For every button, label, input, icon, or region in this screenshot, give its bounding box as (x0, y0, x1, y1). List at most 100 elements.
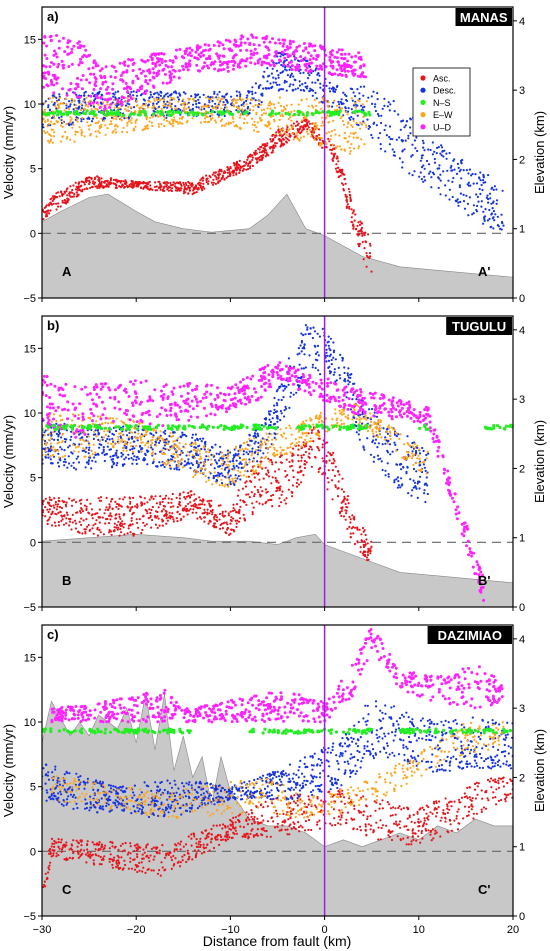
data-point-ew (352, 147, 356, 150)
data-point-desc (339, 377, 342, 380)
data-point-asc (359, 546, 362, 549)
data-point-asc (362, 543, 365, 547)
data-point-asc (194, 184, 198, 187)
data-point-ud (44, 77, 48, 80)
data-point-desc (127, 457, 130, 460)
data-point-desc (276, 55, 279, 58)
data-point-ew (166, 119, 169, 122)
data-point-asc (55, 196, 58, 199)
data-point-ew (182, 106, 186, 109)
data-point-ew (177, 100, 180, 103)
data-point-ew (250, 98, 253, 101)
data-point-asc (65, 522, 68, 525)
data-point-desc (102, 450, 105, 453)
data-point-desc (298, 84, 301, 87)
data-point-desc (283, 81, 286, 84)
data-point-ew (333, 99, 336, 102)
data-point-desc (78, 101, 81, 104)
data-point-asc (299, 469, 302, 472)
data-point-asc (84, 530, 87, 534)
data-point-desc (381, 443, 384, 446)
data-point-desc (275, 62, 278, 65)
data-point-asc (288, 132, 291, 136)
data-point-ud (315, 54, 319, 58)
data-point-desc (376, 446, 379, 449)
data-point-asc (337, 480, 340, 483)
data-point-ew (52, 122, 55, 126)
data-point-ud (217, 44, 221, 48)
data-point-ew (242, 105, 245, 108)
data-point-ns (277, 111, 281, 115)
data-point-desc (117, 103, 120, 106)
data-point-desc (138, 451, 141, 454)
data-point-desc (346, 379, 350, 382)
data-point-desc (309, 327, 312, 330)
data-point-desc (110, 458, 113, 461)
data-point-ew (130, 121, 133, 125)
data-point-desc (371, 407, 374, 411)
data-point-desc (295, 391, 298, 394)
data-point-ud (260, 63, 264, 67)
data-point-ns (236, 110, 241, 114)
data-point-desc (374, 103, 377, 106)
data-point-desc (101, 452, 104, 455)
data-point-asc (345, 200, 349, 203)
data-point-desc (319, 82, 322, 85)
data-point-desc (282, 61, 285, 64)
data-point-asc (165, 517, 168, 520)
data-point-desc (256, 460, 259, 463)
data-point-asc (72, 184, 75, 187)
data-point-ud (54, 52, 58, 56)
data-point-ud (94, 84, 98, 88)
y-tick-label-right: 3 (519, 85, 525, 97)
data-point-asc (107, 531, 111, 534)
data-point-asc (258, 148, 261, 151)
data-point-desc (407, 134, 410, 137)
data-point-desc (374, 109, 377, 113)
data-point-desc (299, 89, 302, 92)
data-point-ud (170, 65, 174, 69)
data-point-ew (96, 108, 99, 111)
data-point-ew (47, 139, 50, 142)
data-point-desc (65, 429, 68, 432)
data-point-asc (367, 547, 370, 551)
data-point-ud (160, 58, 164, 61)
data-point-asc (333, 459, 336, 463)
data-point-asc (113, 526, 116, 529)
data-point-asc (122, 526, 125, 529)
data-point-desc (399, 486, 402, 489)
data-point-asc (357, 245, 361, 248)
data-point-ew (268, 104, 271, 107)
data-point-ud (309, 61, 313, 65)
data-point-ns (352, 110, 356, 114)
data-point-asc (278, 134, 281, 137)
data-point-asc (98, 180, 101, 183)
data-point-ud (263, 54, 267, 58)
data-point-ud (302, 42, 306, 45)
data-point-ud (328, 55, 332, 59)
data-point-desc (124, 456, 127, 459)
data-point-asc (360, 222, 363, 225)
data-point-asc (132, 496, 135, 499)
data-point-desc (235, 459, 238, 462)
data-point-asc (50, 197, 53, 200)
data-point-desc (135, 94, 139, 97)
data-point-asc (123, 496, 126, 499)
data-point-ud (181, 64, 185, 68)
data-point-asc (69, 185, 72, 188)
data-point-desc (92, 95, 96, 98)
data-point-asc (122, 180, 125, 183)
data-point-asc (242, 513, 245, 516)
data-point-desc (251, 93, 254, 96)
data-point-asc (100, 177, 103, 180)
data-point-asc (300, 125, 303, 128)
data-point-ew (238, 96, 242, 99)
data-point-desc (275, 402, 278, 405)
data-point-ud (287, 54, 291, 58)
data-point-ew (52, 96, 55, 99)
data-point-asc (221, 174, 225, 177)
data-point-asc (291, 495, 294, 498)
data-point-asc (52, 202, 55, 205)
data-point-asc (55, 192, 58, 195)
data-point-asc (139, 186, 143, 189)
